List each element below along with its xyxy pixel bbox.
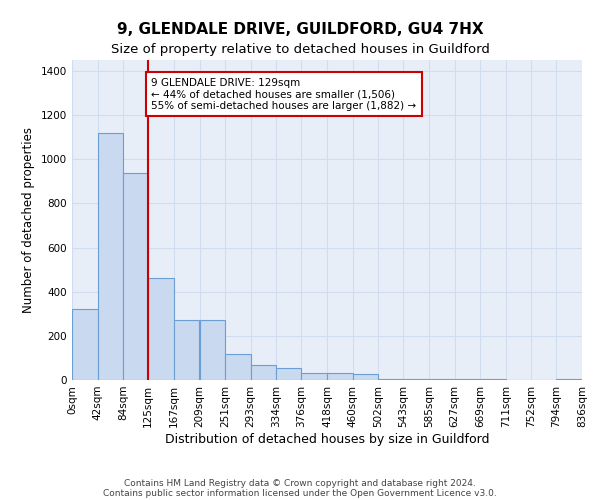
Bar bbox=[378, 379, 403, 380]
Y-axis label: Number of detached properties: Number of detached properties bbox=[22, 127, 35, 313]
Text: 9, GLENDALE DRIVE, GUILDFORD, GU4 7HX: 9, GLENDALE DRIVE, GUILDFORD, GU4 7HX bbox=[116, 22, 484, 38]
Bar bbox=[353, 374, 378, 380]
Text: Contains public sector information licensed under the Open Government Licence v3: Contains public sector information licen… bbox=[103, 488, 497, 498]
Bar bbox=[123, 172, 148, 380]
Bar bbox=[276, 368, 301, 380]
Bar bbox=[72, 310, 98, 380]
Bar bbox=[225, 354, 251, 380]
Text: Contains HM Land Registry data © Crown copyright and database right 2024.: Contains HM Land Registry data © Crown c… bbox=[124, 478, 476, 488]
Text: Size of property relative to detached houses in Guildford: Size of property relative to detached ho… bbox=[110, 42, 490, 56]
Bar bbox=[429, 379, 455, 380]
X-axis label: Distribution of detached houses by size in Guildford: Distribution of detached houses by size … bbox=[165, 432, 489, 446]
Bar bbox=[251, 364, 276, 380]
Bar bbox=[403, 379, 429, 380]
Bar bbox=[174, 320, 199, 380]
Bar bbox=[480, 379, 506, 380]
Bar bbox=[98, 133, 123, 380]
Bar bbox=[301, 374, 327, 380]
Bar bbox=[327, 374, 353, 380]
Text: 9 GLENDALE DRIVE: 129sqm
← 44% of detached houses are smaller (1,506)
55% of sem: 9 GLENDALE DRIVE: 129sqm ← 44% of detach… bbox=[151, 78, 416, 111]
Bar bbox=[148, 278, 174, 380]
Bar bbox=[455, 379, 480, 380]
Bar bbox=[556, 379, 582, 380]
Bar bbox=[199, 320, 225, 380]
